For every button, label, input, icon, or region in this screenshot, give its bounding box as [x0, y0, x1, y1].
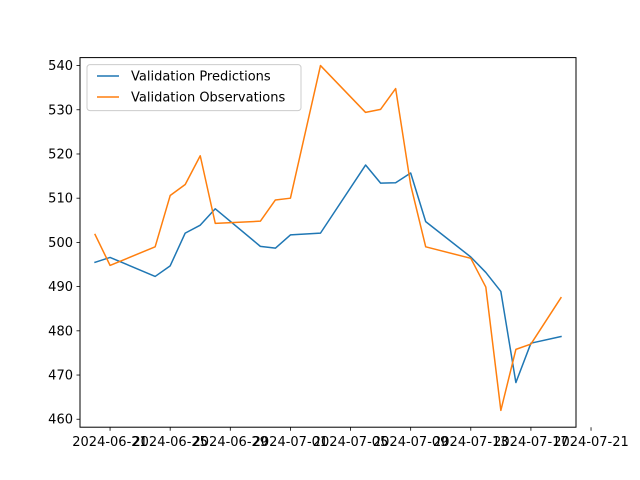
legend: Validation Predictions Validation Observ…: [86, 64, 302, 112]
y-tick-label: 510: [48, 192, 73, 207]
x-tick-label: 2024-07-01: [253, 435, 329, 450]
x-tick-label: 2024-06-29: [193, 435, 269, 450]
x-tick-label: 2024-07-13: [433, 435, 509, 450]
plot-area: [94, 64, 563, 412]
x-tick-label: 2024-06-25: [132, 435, 208, 450]
legend-label-predictions: Validation Predictions: [131, 70, 271, 85]
y-tick-label: 520: [48, 147, 73, 162]
x-tick-label: 2024-07-05: [313, 435, 389, 450]
legend-label-observations: Validation Observations: [131, 91, 285, 106]
y-tick-label: 460: [48, 413, 73, 428]
x-axis: 2024-06-212024-06-252024-06-292024-07-01…: [72, 427, 629, 450]
x-tick-label: 2024-06-21: [72, 435, 148, 450]
legend-box: [86, 64, 302, 112]
x-tick-label: 2024-07-21: [553, 435, 629, 450]
y-axis: 460 470 480 490 500 510 520 530 540: [48, 59, 80, 428]
y-tick-label: 470: [48, 369, 73, 384]
series-line-predictions: [94, 164, 562, 384]
y-tick-label: 480: [48, 324, 73, 339]
y-tick-label: 540: [48, 59, 73, 74]
y-tick-label: 490: [48, 280, 73, 295]
y-tick-label: 500: [48, 236, 73, 251]
x-tick-label: 2024-07-09: [373, 435, 449, 450]
y-tick-label: 530: [48, 103, 73, 118]
x-tick-label: 2024-07-17: [493, 435, 569, 450]
series-line-observations: [94, 64, 563, 412]
